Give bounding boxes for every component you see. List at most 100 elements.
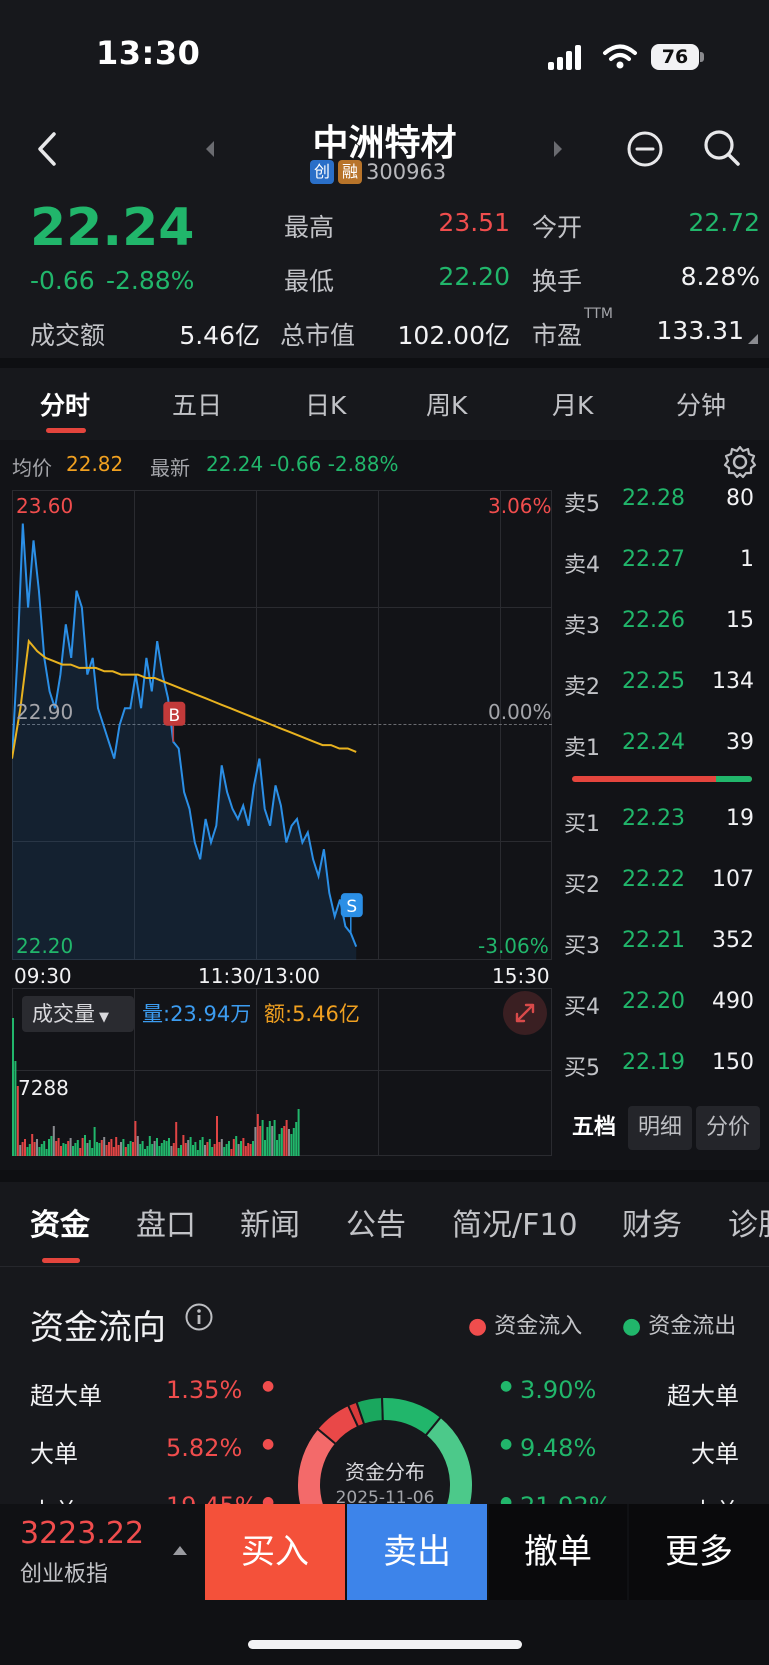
volume-bar [206,1142,209,1156]
inflow-dot-icon: ● [468,1314,488,1339]
bid-row[interactable]: 买5 22.19 150 [562,1050,762,1090]
volume-bar [285,1120,288,1156]
expand-corner-icon[interactable] [748,334,758,344]
remove-watchlist-icon[interactable] [626,130,664,168]
volume-bar [177,1148,180,1156]
tab-minute[interactable]: 分钟 [676,391,727,420]
ask-level-label: 卖1 [564,736,600,761]
chart-panel [0,440,769,1170]
index-value[interactable]: 3223.22 [20,1516,145,1551]
volume-bar [127,1144,130,1156]
volume-bar [117,1145,120,1156]
tab-day-k[interactable]: 日K [305,391,347,420]
ask-row[interactable]: 卖1 22.24 39 [562,730,762,770]
tab-news[interactable]: 新闻 [240,1208,300,1243]
outflow-type-label: 大单 [691,1440,739,1468]
more-button[interactable]: 更多 [629,1504,769,1600]
volume-bar [115,1137,118,1156]
volume-bar [38,1147,41,1156]
volume-bar [249,1144,252,1156]
tab-diagnosis[interactable]: 诊股 [728,1208,769,1243]
open-value: 22.72 [688,208,760,237]
ask-row[interactable]: 卖2 22.25 134 [562,669,762,709]
prev-stock-icon[interactable] [204,140,216,158]
buy-sell-ratio-bar [572,776,752,782]
ask-price: 22.28 [622,486,685,511]
tab-price-dist[interactable]: 分价 [696,1106,760,1150]
bid-row[interactable]: 买2 22.22 107 [562,867,762,907]
price-change-pct: -2.88% [106,266,195,295]
y-bottom-label: 22.20 [16,934,74,958]
fullscreen-icon[interactable] [502,990,548,1036]
tab-orderbook[interactable]: 盘口 [136,1208,196,1243]
volume-bar [21,1142,24,1156]
info-icon[interactable] [184,1302,214,1332]
settings-gear-icon[interactable] [722,444,758,480]
ask-row[interactable]: 卖3 22.26 15 [562,608,762,648]
volume-bar [259,1126,262,1156]
sell-button[interactable]: 卖出 [347,1504,487,1600]
volume-bar [273,1120,276,1156]
volume-bar [218,1142,221,1156]
bid-row[interactable]: 买4 22.20 490 [562,989,762,1029]
bid-row[interactable]: 买3 22.21 352 [562,928,762,968]
x-label-close: 15:30 [492,964,550,988]
volume-bar [100,1140,103,1156]
next-stock-icon[interactable] [552,140,564,158]
ask-price: 22.25 [622,669,685,694]
tab-five-levels[interactable]: 五档 [571,1115,616,1140]
ask-volume: 15 [726,608,754,633]
tab-five-day[interactable]: 五日 [172,391,223,420]
latest-label: 最新 [150,456,190,480]
ask-price: 22.24 [622,730,685,755]
outflow-pct: 9.48% [520,1434,597,1462]
tab-f10[interactable]: 简况/F10 [452,1208,578,1243]
outflow-dot-icon: ● [500,1436,513,1452]
index-expand-icon[interactable] [172,1544,188,1556]
margin-tag: 融 [338,160,362,184]
donut-date: 2025-11-06 [335,1488,435,1508]
back-icon[interactable] [34,130,60,168]
ask-row[interactable]: 卖5 22.28 80 [562,486,762,526]
index-name[interactable]: 创业板指 [20,1562,109,1587]
section-divider [0,358,769,368]
volume-bar [264,1140,266,1156]
tab-capital[interactable]: 资金 [30,1208,90,1243]
cancel-order-button[interactable]: 撤单 [489,1504,627,1600]
volume-bar [204,1145,206,1156]
buy-button[interactable]: 买入 [205,1504,345,1600]
ask-level-label: 卖4 [564,553,600,578]
volume-bar [129,1141,132,1156]
capital-flow-title: 资金流向 [30,1308,166,1348]
ask-volume: 134 [712,669,754,694]
battery-tip [700,52,704,62]
tab-week-k[interactable]: 周K [426,391,468,420]
volume-bar [112,1147,115,1156]
volume-bar [201,1137,204,1156]
tab-announcement[interactable]: 公告 [346,1208,406,1243]
volume-indicator-select[interactable]: 成交量 ▼ [22,996,134,1032]
search-icon[interactable] [702,128,742,168]
volume-bar [48,1139,50,1156]
bid-row[interactable]: 买1 22.23 19 [562,806,762,846]
volume-bar [225,1144,228,1156]
ask-row[interactable]: 卖4 22.27 1 [562,547,762,587]
bid-level-label: 买3 [564,934,600,959]
volume-bar [194,1142,197,1156]
gem-tag: 创 [310,160,334,184]
tab-month-k[interactable]: 月K [552,391,594,420]
tab-intraday[interactable]: 分时 [40,391,91,420]
tab-finance[interactable]: 财务 [622,1208,682,1243]
battery-indicator: 76 [651,44,699,70]
volume-bar [86,1143,89,1156]
turnover-value: 8.28% [680,262,760,291]
volume-bar [16,1086,19,1156]
tab-detail[interactable]: 明细 [628,1106,692,1150]
volume-bar [132,1142,134,1156]
volume-bar [196,1150,199,1156]
price-chart[interactable]: BS [12,490,552,960]
high-label: 最高 [284,213,335,242]
volume-bar [72,1146,74,1156]
volume-bar [168,1138,170,1156]
inflow-pct: 5.82% [166,1434,243,1462]
